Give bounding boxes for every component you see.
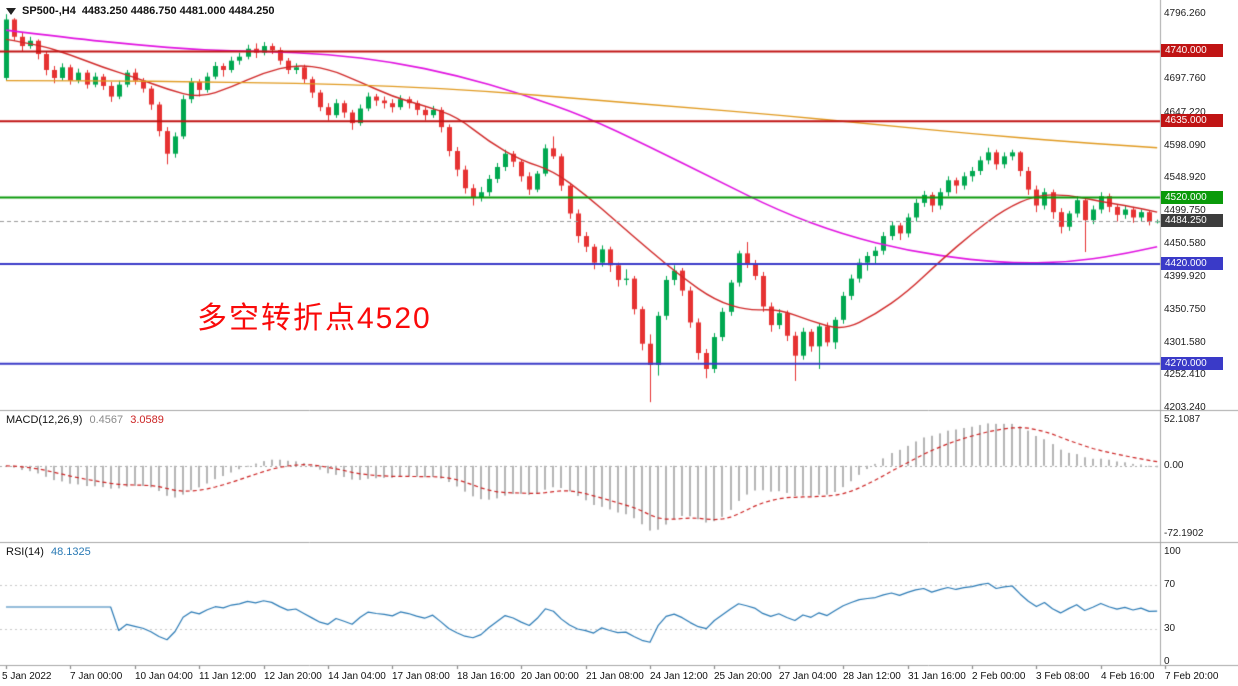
price-axis-label: 4399.920 <box>1164 271 1206 282</box>
price-badge: 4420.000 <box>1161 257 1223 270</box>
rsi-axis-label: 100 <box>1164 546 1181 557</box>
macd-axis-label: -72.1902 <box>1164 528 1204 539</box>
symbol-ohlc-header: SP500-,H4 4483.250 4486.750 4481.000 448… <box>6 5 275 17</box>
time-axis-label: 12 Jan 20:00 <box>264 671 322 682</box>
time-axis-label: 7 Jan 00:00 <box>70 671 123 682</box>
price-badge: 4270.000 <box>1161 357 1223 370</box>
time-axis-label: 10 Jan 04:00 <box>135 671 193 682</box>
macd-axis-label: 0.00 <box>1164 460 1184 471</box>
time-axis-label: 18 Jan 16:00 <box>457 671 515 682</box>
price-axis-label: 4499.750 <box>1164 205 1206 216</box>
price-axis-label: 4301.580 <box>1164 337 1206 348</box>
price-badge: 4520.000 <box>1161 191 1223 204</box>
price-axis-label: 4796.260 <box>1164 8 1206 19</box>
rsi-axis-label: 0 <box>1164 656 1170 667</box>
price-badge: 4484.250 <box>1161 214 1223 227</box>
price-axis-label: 4252.410 <box>1164 369 1206 380</box>
symbol-timeframe: SP500-,H4 <box>22 5 76 17</box>
time-axis-label: 11 Jan 12:00 <box>199 671 257 682</box>
price-axis-label: 4450.580 <box>1164 238 1206 249</box>
time-axis-label: 4 Feb 16:00 <box>1101 671 1155 682</box>
symbol-marker-icon <box>6 7 16 15</box>
time-scale[interactable]: 5 Jan 2022 7 Jan 00:00 10 Jan 04:00 11 Jan … <box>0 666 1238 686</box>
time-axis-label: 3 Feb 08:00 <box>1036 671 1090 682</box>
time-axis-label: 7 Feb 20:00 <box>1165 671 1219 682</box>
rsi-axis-label: 30 <box>1164 623 1176 634</box>
price-badge: 4740.000 <box>1161 44 1223 57</box>
price-scale[interactable]: 4796.260 4697.760 4647.220 4598.090 4548.920… <box>1160 0 1238 667</box>
price-axis-label: 4548.920 <box>1164 172 1206 183</box>
header-ohlc-values: 4483.250 4486.750 4481.000 4484.250 <box>81 5 275 17</box>
rsi-indicator-label: RSI(14) 48.1325 <box>6 546 95 558</box>
rsi-value: 48.1325 <box>50 546 91 558</box>
time-axis-label: 17 Jan 08:00 <box>392 671 450 682</box>
time-axis-label: 24 Jan 12:00 <box>650 671 708 682</box>
macd-main-value: 0.4567 <box>89 414 124 426</box>
time-axis-label: 14 Jan 04:00 <box>328 671 386 682</box>
time-axis-label: 20 Jan 00:00 <box>521 671 579 682</box>
time-axis-label: 27 Jan 04:00 <box>779 671 837 682</box>
macd-indicator-label: MACD(12,26,9) 0.4567 3.0589 <box>6 414 168 426</box>
macd-signal-value: 3.0589 <box>130 414 164 426</box>
time-axis-label: 31 Jan 16:00 <box>908 671 966 682</box>
time-axis-label: 5 Jan 2022 <box>2 671 52 682</box>
price-badge: 4635.000 <box>1161 114 1223 127</box>
price-axis-label: 4697.760 <box>1164 73 1206 84</box>
price-axis-label: 4598.090 <box>1164 140 1206 151</box>
time-axis-label: 25 Jan 20:00 <box>714 671 772 682</box>
rsi-name: RSI(14) <box>6 546 44 558</box>
macd-axis-label: 52.1087 <box>1164 414 1201 425</box>
time-axis-label: 2 Feb 00:00 <box>972 671 1026 682</box>
chart-annotation-text[interactable]: 多空转折点4520 <box>197 302 432 335</box>
time-axis-label: 21 Jan 08:00 <box>586 671 644 682</box>
price-axis-label: 4350.750 <box>1164 304 1206 315</box>
price-axis-label: 4647.220 <box>1164 107 1206 118</box>
price-axis-label: 4203.240 <box>1164 402 1206 413</box>
time-axis-label: 28 Jan 12:00 <box>843 671 901 682</box>
macd-name: MACD(12,26,9) <box>6 414 83 426</box>
rsi-axis-label: 70 <box>1164 579 1176 590</box>
